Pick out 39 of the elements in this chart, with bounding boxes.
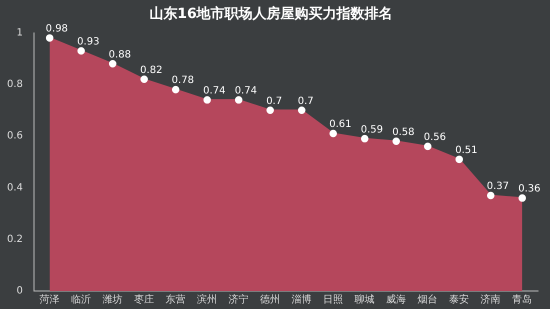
y-tick-label: 0.2 (6, 234, 23, 245)
x-tick-label: 济宁 (228, 294, 249, 306)
x-tick-label: 潍坊 (102, 294, 123, 306)
data-label: 0.78 (172, 75, 194, 86)
x-tick-label: 威海 (386, 294, 406, 306)
x-tick-label: 淄博 (292, 294, 312, 306)
x-tick-label: 日照 (323, 294, 344, 306)
x-tick-label: 德州 (260, 294, 280, 306)
x-tick-label: 泰安 (449, 294, 470, 306)
x-tick-label: 聊城 (354, 294, 375, 306)
data-label: 0.58 (392, 126, 414, 138)
x-tick-label: 枣庄 (134, 294, 154, 306)
data-label: 0.7 (298, 96, 314, 107)
data-label: 0.51 (455, 144, 478, 156)
x-tick-label: 滨州 (197, 294, 218, 306)
chart-title: 山东16地市职场人房屋购买力指数排名 (149, 5, 393, 22)
y-tick-label: 0 (16, 286, 23, 297)
x-tick-label: 济南 (480, 294, 501, 306)
data-label: 0.88 (108, 49, 131, 60)
data-label: 0.61 (329, 119, 352, 130)
x-tick-label: 烟台 (418, 294, 438, 306)
y-tick-label: 0.8 (6, 79, 23, 90)
data-label: 0.93 (77, 36, 100, 48)
data-label: 0.74 (234, 86, 257, 97)
y-tick-label: 0.6 (6, 130, 23, 142)
data-label: 0.7 (266, 96, 282, 107)
x-tick-label: 菏泽 (40, 294, 60, 306)
data-label: 0.74 (203, 86, 226, 97)
x-tick-label: 青岛 (512, 294, 532, 306)
data-label: 0.98 (46, 24, 68, 35)
data-label: 0.59 (360, 124, 383, 136)
y-tick-label: 0.4 (6, 182, 23, 194)
data-label: 0.56 (424, 132, 446, 143)
y-tick-label: 1 (16, 27, 23, 38)
x-tick-label: 临沂 (71, 294, 92, 306)
data-label: 0.37 (486, 181, 510, 192)
data-label: 0.36 (518, 184, 541, 195)
x-tick-label: 东营 (166, 294, 186, 306)
data-label: 0.82 (140, 64, 162, 76)
